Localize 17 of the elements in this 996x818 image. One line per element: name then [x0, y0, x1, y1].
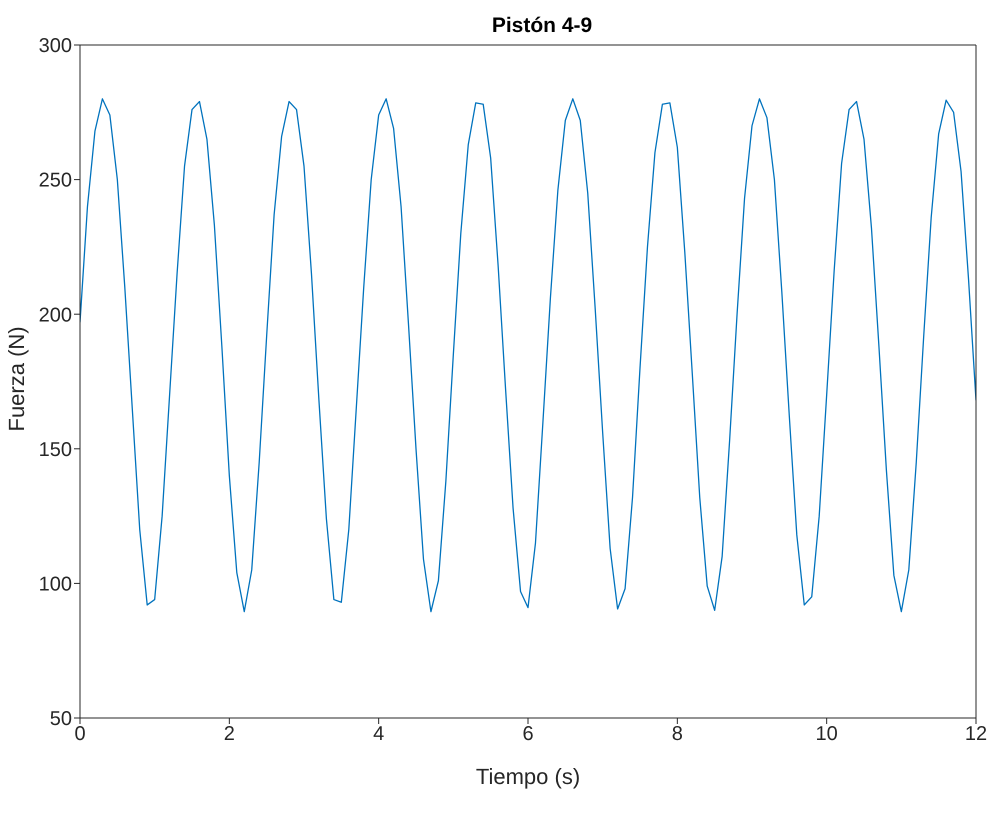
y-tick-label: 100 [38, 574, 72, 596]
y-tick-label: 50 [50, 708, 72, 730]
x-axis-title: Tiempo (s) [476, 764, 580, 789]
x-tick-label: 4 [373, 723, 384, 746]
x-tick-label: 0 [74, 723, 86, 746]
chart-title: Pistón 4-9 [490, 14, 594, 38]
y-axis-title: Fuerza (N) [4, 326, 29, 432]
x-tick-label: 2 [224, 723, 235, 746]
x-tick-label: 12 [964, 723, 988, 746]
y-tick-label: 300 [38, 35, 72, 58]
x-tick-label: 8 [672, 723, 683, 746]
line-series [80, 98, 976, 612]
y-tick-label: 250 [38, 170, 72, 192]
x-tick-label: 10 [816, 723, 838, 746]
x-tick-label: 6 [522, 723, 534, 746]
y-tick-label: 200 [38, 304, 72, 326]
y-tick-label: 150 [38, 438, 72, 461]
